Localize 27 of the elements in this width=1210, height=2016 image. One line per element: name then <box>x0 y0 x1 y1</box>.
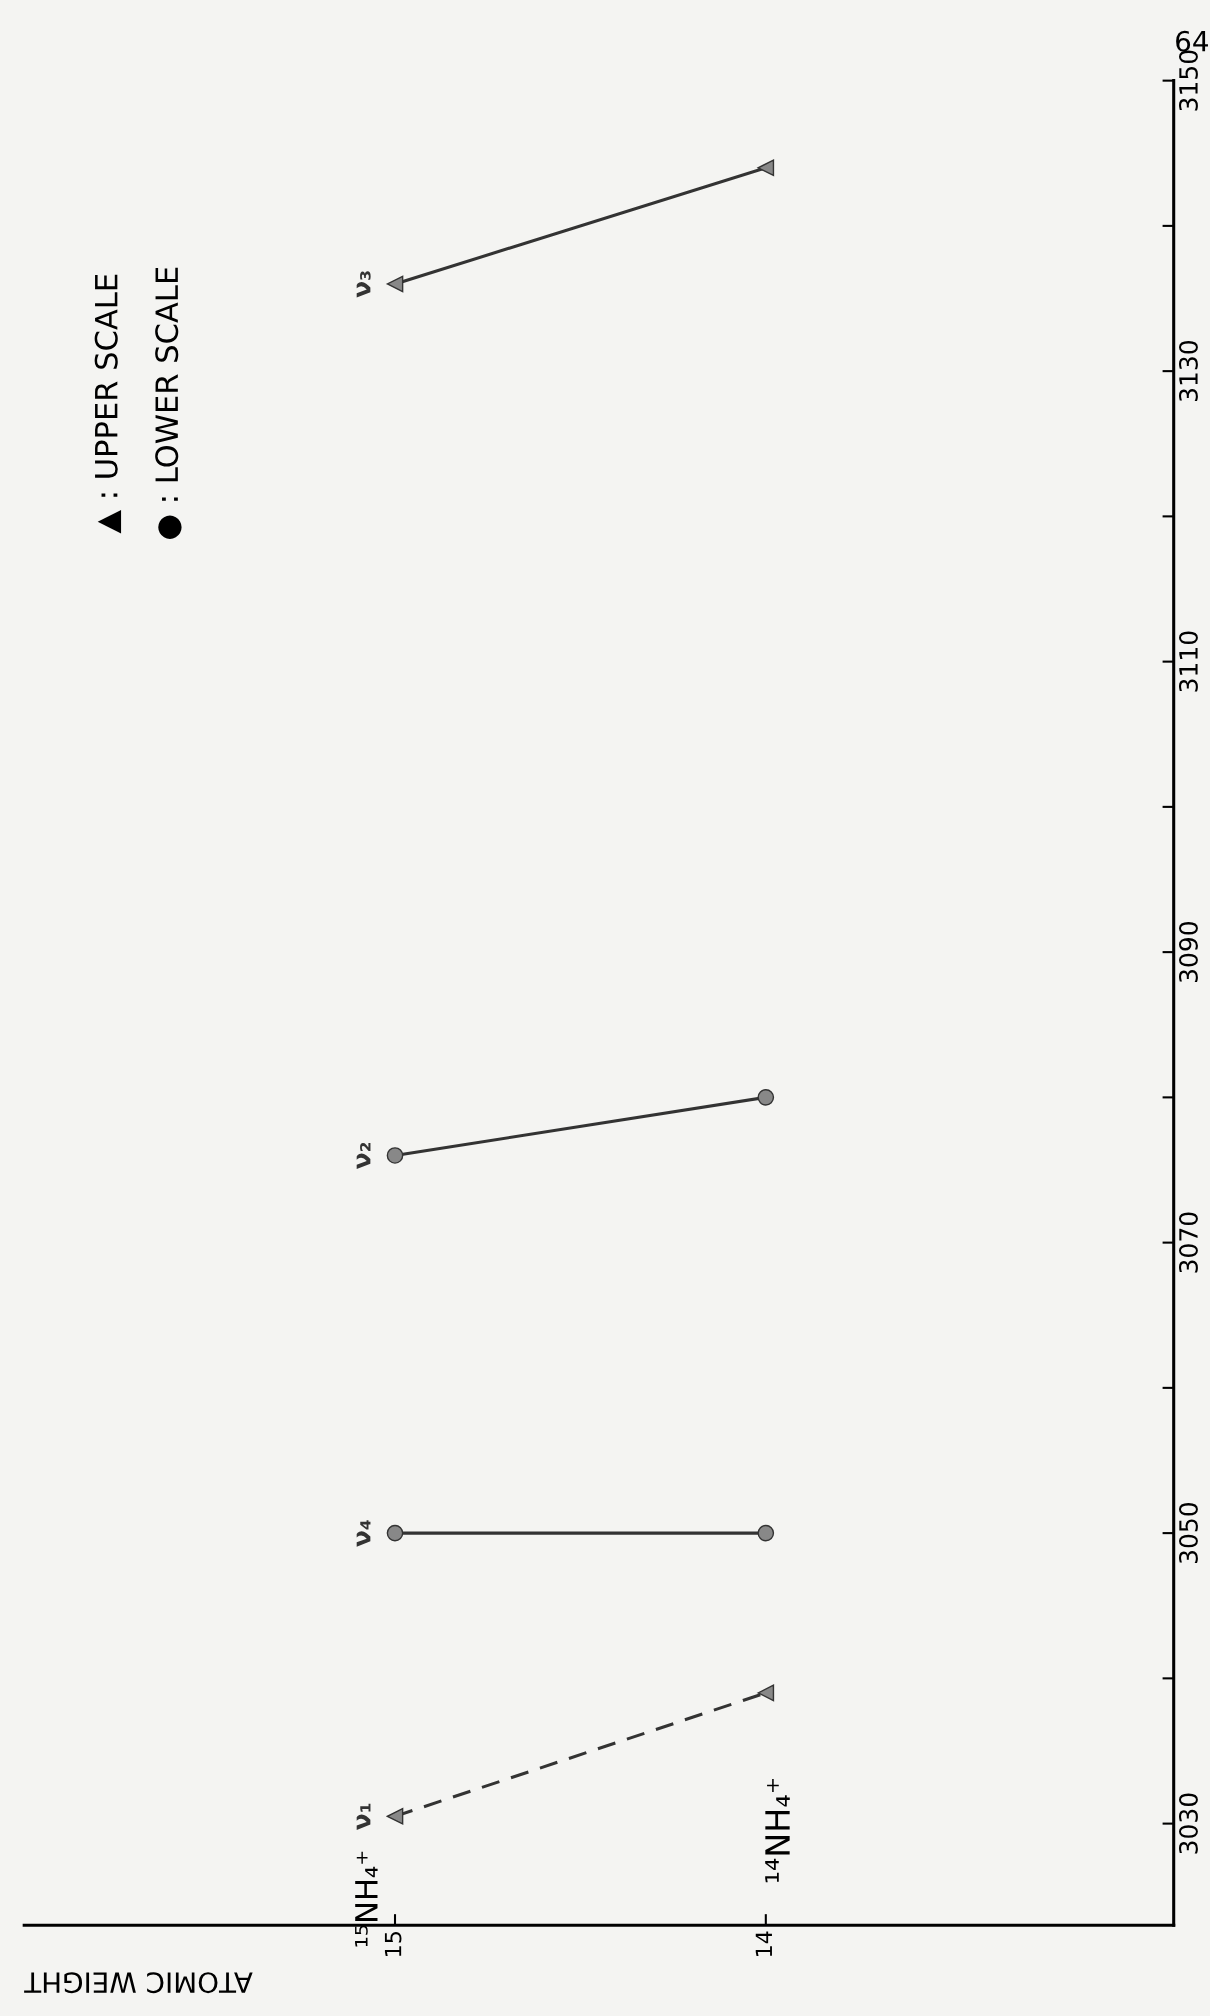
point <box>386 1808 404 1825</box>
point <box>757 1089 775 1106</box>
x-tick-label: 15 <box>384 1932 402 1956</box>
y-tick-label: 3110 <box>1179 631 1198 692</box>
annotation: ▲ : UPPER SCALE <box>94 274 122 534</box>
annotation: ¹⁵NH₄⁺ <box>355 1851 378 1947</box>
point <box>757 1684 775 1702</box>
y-tick-label: 3030 <box>1179 1793 1198 1854</box>
point <box>757 159 775 177</box>
y-tick-label: 3130 <box>1179 340 1198 402</box>
point <box>386 1147 404 1164</box>
y-tick-label: 3150 <box>1179 50 1198 111</box>
y-tick-label: 3050 <box>1179 1502 1198 1564</box>
y-tick-label: 3090 <box>1179 921 1198 983</box>
y-tick-label: 3070 <box>1179 1212 1198 1273</box>
x-tick-label: 14 <box>755 1931 772 1956</box>
text: 64 <box>1176 30 1208 52</box>
text: ν₂ <box>356 1142 371 1170</box>
text: ν₄ <box>356 1520 371 1547</box>
text: ν₁ <box>356 1803 371 1830</box>
text: ν₃ <box>356 271 371 298</box>
x-axis-title: ATOMIC WEIGHT <box>24 1972 253 1994</box>
point <box>386 275 404 293</box>
point <box>757 1524 775 1542</box>
point <box>386 1524 404 1542</box>
annotation: ¹⁴NH₄⁺ <box>765 1778 790 1883</box>
annotation: ● : LOWER SCALE <box>155 267 182 539</box>
